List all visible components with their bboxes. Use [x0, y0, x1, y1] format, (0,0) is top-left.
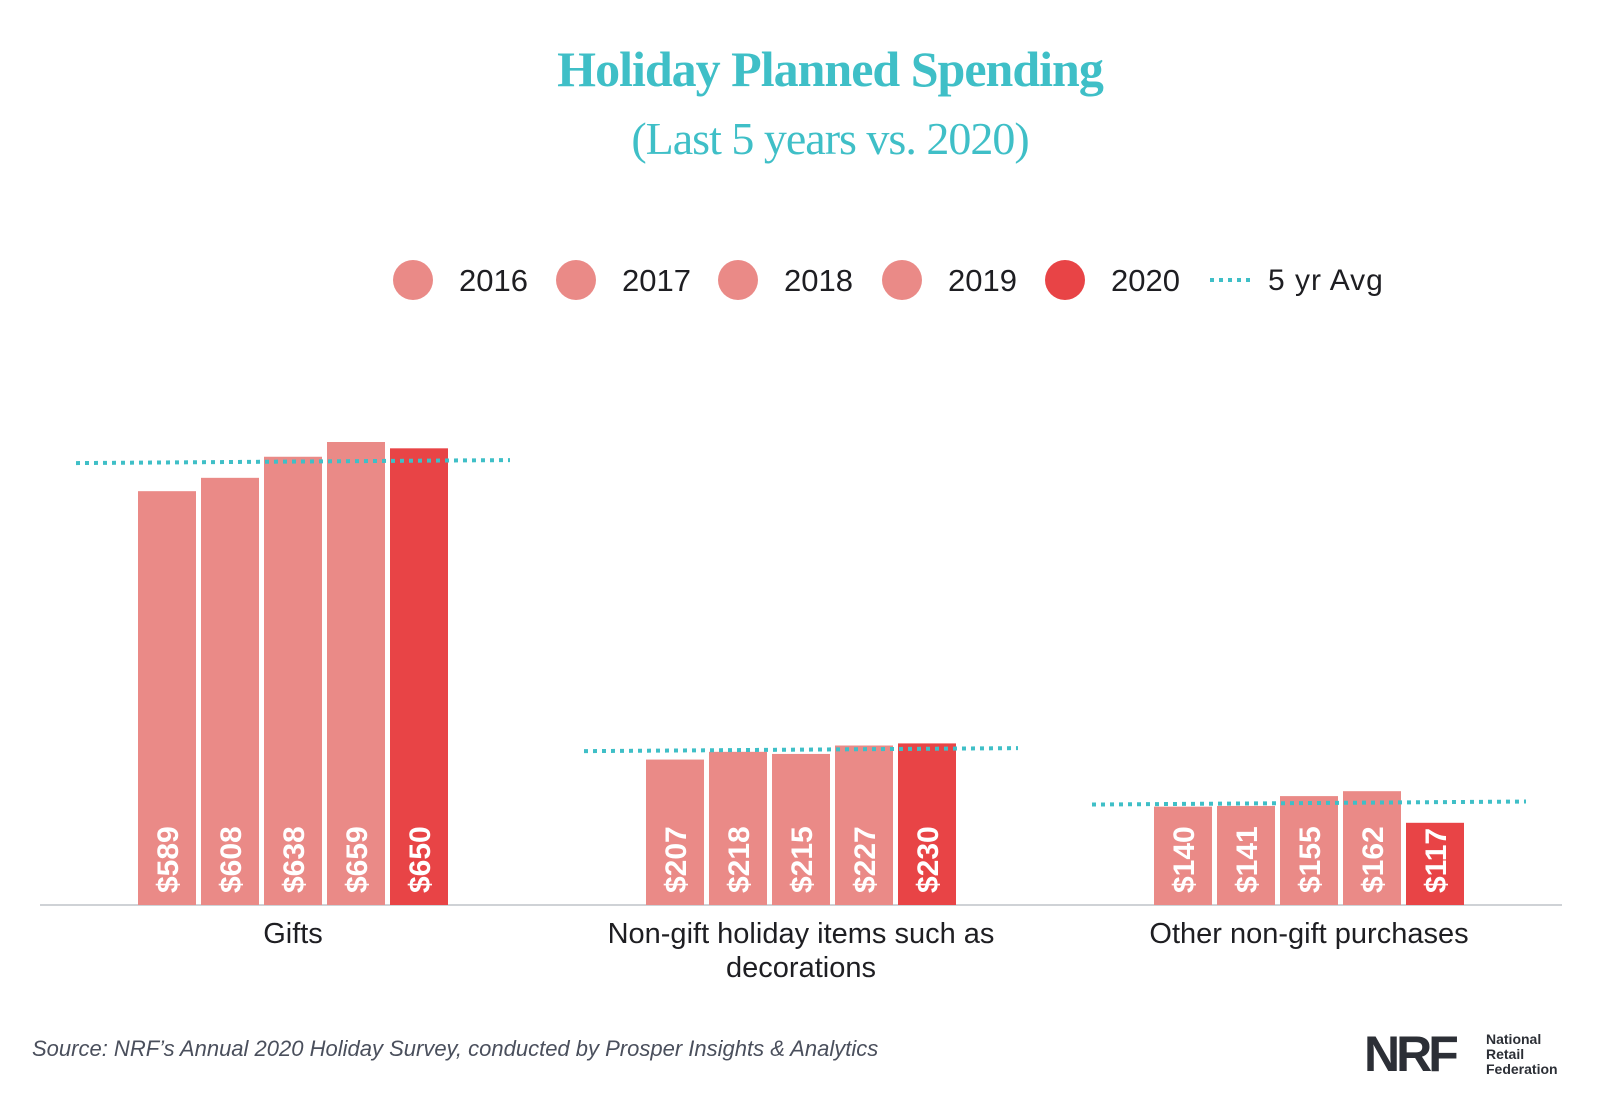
bar-value-label: $608: [215, 826, 248, 893]
legend-swatch-2020: [1045, 260, 1085, 300]
bar-2017: [1217, 805, 1275, 905]
bar-2016: [1154, 806, 1212, 905]
bar-value-label: $207: [660, 826, 693, 893]
bar-value-label: $218: [723, 826, 756, 893]
legend-swatch-2019: [882, 260, 922, 300]
avg-line: [75, 458, 511, 466]
bar-2017: [709, 751, 767, 905]
bar-value-label: $227: [849, 826, 882, 893]
legend-label: 2016: [459, 263, 528, 298]
bar-2017: [201, 477, 259, 905]
bar-value-label: $589: [152, 826, 185, 893]
bar-2018: [772, 753, 830, 905]
bar-value-label: $638: [278, 826, 311, 893]
bar-value-label: $162: [1357, 826, 1390, 893]
logo-text-line: National: [1486, 1031, 1542, 1047]
source-note: Source: NRF’s Annual 2020 Holiday Survey…: [32, 1036, 879, 1061]
legend-swatch-2018: [718, 260, 758, 300]
avg-line: [1091, 799, 1527, 807]
chart-subtitle: (Last 5 years vs. 2020): [631, 113, 1029, 164]
bar-2020: [898, 743, 956, 905]
bar-value-label: $650: [404, 826, 437, 893]
bar-value-label: $659: [341, 826, 374, 893]
chart-title: Holiday Planned Spending: [557, 41, 1104, 97]
bar-value-label: $215: [786, 826, 819, 893]
legend-label: 2020: [1111, 263, 1180, 298]
bar-2016: [646, 759, 704, 905]
bar-value-label: $140: [1168, 826, 1201, 893]
bar-2019: [1343, 791, 1401, 905]
bar-value-label: $141: [1231, 826, 1264, 893]
bar-value-label: $230: [912, 826, 945, 893]
bar-2020: [1406, 822, 1464, 905]
logo-text: National Retail Federation: [1486, 1032, 1558, 1077]
bar-2018: [1280, 796, 1338, 905]
category-label: Gifts: [263, 918, 323, 950]
legend-swatch-2017: [556, 260, 596, 300]
logo-text-line: Federation: [1486, 1061, 1558, 1077]
legend-label: 2019: [948, 263, 1017, 298]
bar-2020: [390, 448, 448, 905]
bar-value-label: $117: [1420, 828, 1453, 893]
bar-2016: [138, 491, 196, 905]
avg-line: [583, 746, 1019, 754]
bar-2018: [264, 456, 322, 905]
category-label: decorations: [726, 952, 876, 984]
logo-mark: NRF: [1364, 1026, 1459, 1082]
bar-2019: [327, 442, 385, 905]
legend-label: 2017: [622, 263, 691, 298]
bar-2019: [835, 745, 893, 905]
legend-swatch-2016: [393, 260, 433, 300]
category-label: Non-gift holiday items such as: [608, 918, 995, 950]
bar-value-label: $155: [1294, 826, 1327, 893]
legend-label: 2018: [784, 263, 853, 298]
logo-text-line: Retail: [1486, 1046, 1525, 1062]
category-label: Other non-gift purchases: [1149, 918, 1468, 950]
legend-label: 5 yr Avg: [1268, 264, 1384, 297]
nrf-logo: NRF National Retail Federation: [1364, 1026, 1574, 1082]
